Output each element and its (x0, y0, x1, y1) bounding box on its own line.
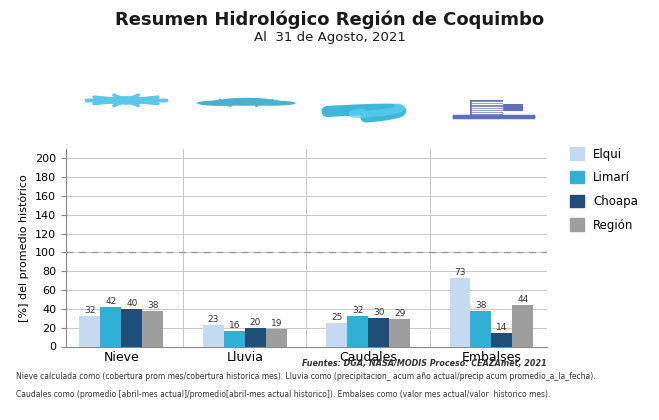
Text: Fuentes: DGA, NASA/MODIS Proceso: CEAZAmet, 2021: Fuentes: DGA, NASA/MODIS Proceso: CEAZAm… (302, 359, 547, 368)
Bar (449, 278, 471, 346)
Text: 14: 14 (496, 323, 507, 332)
Text: 16: 16 (229, 321, 240, 331)
Text: 19: 19 (270, 318, 282, 328)
Text: 40: 40 (127, 299, 138, 308)
Ellipse shape (220, 98, 273, 103)
Text: 38: 38 (147, 301, 159, 310)
Text: 20: 20 (250, 318, 261, 327)
Text: 29: 29 (394, 309, 405, 318)
Bar (224, 331, 244, 346)
Text: 23: 23 (208, 315, 219, 324)
Bar (347, 316, 368, 346)
Text: Nieve calculada como (cobertura prom mes/cobertura historica mes). Lluvia como (: Nieve calculada como (cobertura prom mes… (16, 372, 596, 381)
Bar (80, 316, 100, 346)
Ellipse shape (250, 100, 296, 106)
Bar (100, 307, 121, 346)
Bar (203, 325, 224, 346)
Text: Caudales como (promedio [abril-mes actual]/promedio[abril-mes actual historico]): Caudales como (promedio [abril-mes actua… (16, 390, 551, 399)
Bar (326, 323, 347, 346)
Text: Al  31 de Agosto, 2021: Al 31 de Agosto, 2021 (254, 32, 405, 45)
Bar (471, 311, 492, 346)
Bar (492, 333, 513, 346)
Ellipse shape (210, 99, 283, 106)
Bar (142, 311, 163, 346)
Text: 25: 25 (331, 313, 342, 322)
Ellipse shape (197, 100, 243, 106)
Text: 32: 32 (352, 306, 363, 315)
Bar (503, 104, 523, 111)
Bar (513, 305, 533, 346)
Text: 42: 42 (105, 297, 117, 306)
Bar (389, 319, 410, 346)
Bar (266, 328, 287, 346)
Text: 38: 38 (475, 301, 487, 310)
Bar (121, 309, 142, 346)
Text: 32: 32 (84, 306, 96, 315)
Bar (368, 318, 389, 346)
Legend: Elqui, Limarí, Choapa, Región: Elqui, Limarí, Choapa, Región (567, 145, 641, 234)
Bar (244, 328, 266, 346)
Bar (471, 100, 503, 115)
Text: 73: 73 (454, 268, 466, 277)
Text: Resumen Hidrológico Región de Coquimbo: Resumen Hidrológico Región de Coquimbo (115, 10, 544, 29)
Y-axis label: [%] del promedio histórico: [%] del promedio histórico (19, 174, 30, 322)
Text: 44: 44 (517, 295, 529, 304)
Text: 30: 30 (373, 308, 384, 317)
